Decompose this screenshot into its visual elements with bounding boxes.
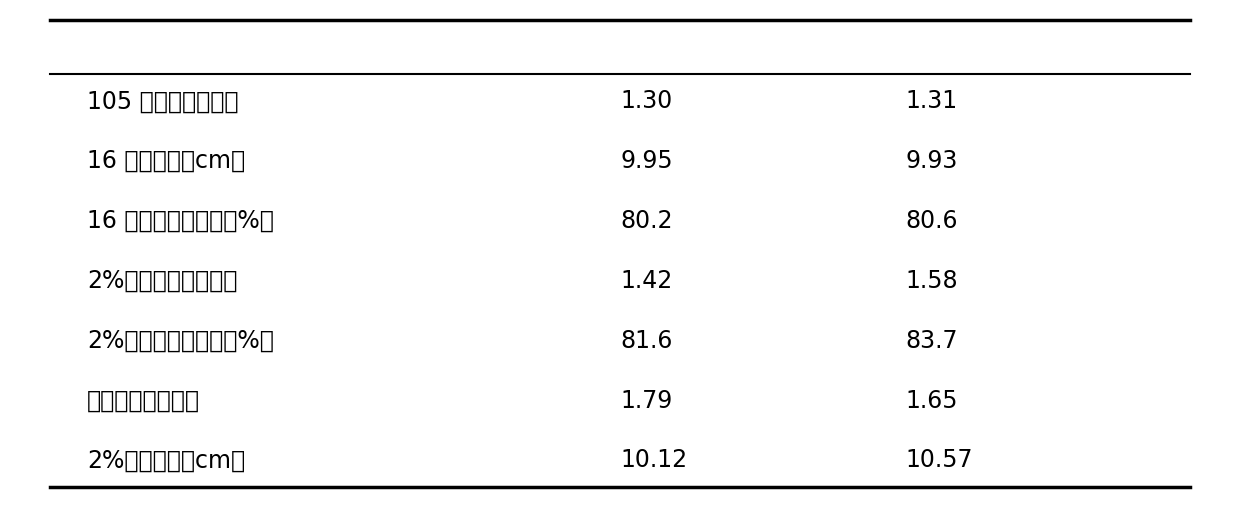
- Text: 1.42: 1.42: [620, 269, 672, 293]
- Text: 9.95: 9.95: [620, 149, 672, 173]
- Text: 10.57: 10.57: [905, 448, 972, 473]
- Text: 81.6: 81.6: [620, 329, 672, 353]
- Text: 1.58: 1.58: [905, 269, 957, 293]
- Text: 10.12: 10.12: [620, 448, 687, 473]
- Text: 80.2: 80.2: [620, 209, 672, 233]
- Text: 80.6: 80.6: [905, 209, 957, 233]
- Text: 总采食量（千克）: 总采食量（千克）: [87, 388, 200, 413]
- Text: 83.7: 83.7: [905, 329, 957, 353]
- Text: 16 周龄胫长（cm）: 16 周龄胫长（cm）: [87, 149, 246, 173]
- Text: 1.79: 1.79: [620, 388, 672, 413]
- Text: 1.31: 1.31: [905, 89, 957, 114]
- Text: 1.30: 1.30: [620, 89, 672, 114]
- Text: 105 天体重（千克）: 105 天体重（千克）: [87, 89, 238, 114]
- Text: 1.65: 1.65: [905, 388, 957, 413]
- Text: 2%蛋率体重均匀度（%）: 2%蛋率体重均匀度（%）: [87, 329, 274, 353]
- Text: 16 周龄体重均匀度（%）: 16 周龄体重均匀度（%）: [87, 209, 274, 233]
- Text: 2%蛋率胫长（cm）: 2%蛋率胫长（cm）: [87, 448, 246, 473]
- Text: 9.93: 9.93: [905, 149, 957, 173]
- Text: 2%蛋率体重（千克）: 2%蛋率体重（千克）: [87, 269, 237, 293]
